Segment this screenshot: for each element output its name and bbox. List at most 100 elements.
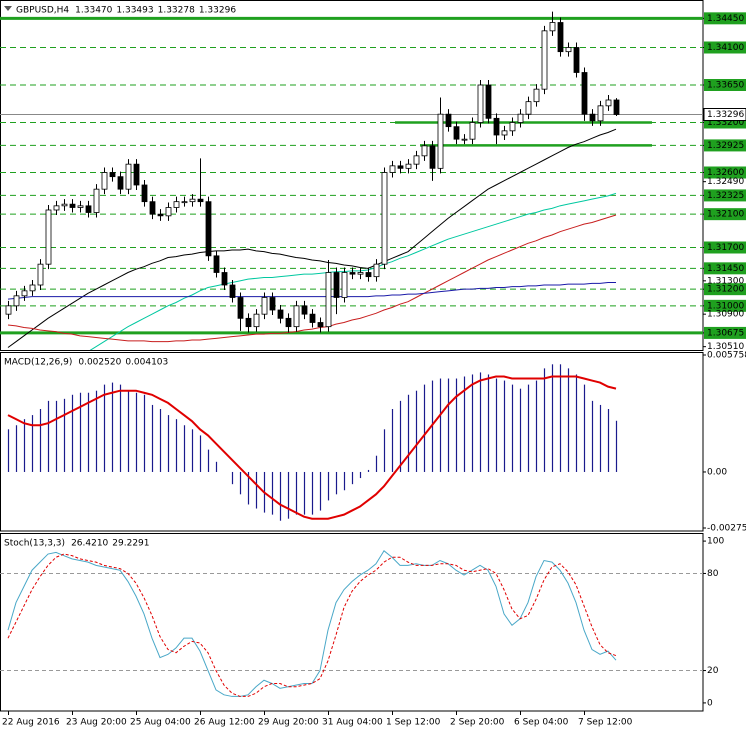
level-label-box (704, 139, 746, 152)
candle-body (485, 84, 492, 119)
moving-average (7, 128, 617, 348)
key-level-label-box (704, 12, 746, 25)
y-tick-label: 1.30510 (707, 342, 744, 352)
plot-area (0, 550, 703, 697)
candle-body (421, 145, 428, 157)
plot-area (7, 364, 618, 521)
candle-body (253, 313, 260, 328)
symbol-icon (4, 6, 12, 11)
candle-body (557, 22, 564, 53)
y-tick-label: 100 (707, 537, 724, 547)
y-tick-label: 20 (707, 666, 719, 676)
candle-body (581, 72, 588, 115)
key-level-label: 1.34450 (707, 14, 744, 24)
level-label-box (704, 79, 746, 91)
candle-body (13, 295, 20, 307)
candle-body (141, 184, 148, 203)
candle-body (397, 165, 404, 169)
candle-body (261, 297, 268, 315)
y-tick-label: 0.00 (707, 467, 727, 477)
x-tick-label: 7 Sep 12:00 (578, 718, 633, 728)
header-value: 1.33278 (158, 6, 195, 16)
level-label-box (704, 189, 746, 202)
level-label: 1.33650 (707, 81, 744, 91)
candle-body (277, 309, 284, 319)
header-value: 0.002520 (78, 358, 121, 368)
candle-body (5, 305, 12, 315)
candle-body (357, 272, 364, 275)
y-tick-label: 1.31300 (707, 276, 744, 286)
candle-body (29, 284, 36, 292)
x-tick-label: 6 Sep 04:00 (514, 718, 569, 728)
candle-body (37, 263, 44, 286)
candle-body (125, 163, 132, 190)
candle-body (53, 205, 60, 211)
candle-body (549, 22, 556, 32)
moving-average (89, 192, 617, 350)
level-label: 1.31200 (707, 285, 744, 295)
stoch-line (7, 553, 617, 697)
level-label-box (704, 208, 746, 221)
panel-title: GBPUSD,H4 (16, 6, 69, 16)
moving-average (7, 282, 616, 300)
candle-body (21, 290, 28, 297)
level-label: 1.32925 (707, 141, 744, 151)
candle-body (165, 207, 172, 217)
candle-body (477, 84, 484, 123)
candle-body (445, 113, 452, 128)
candle-body (149, 201, 156, 215)
macd-panel (0, 352, 704, 532)
candle-body (229, 284, 236, 298)
candle-body (213, 255, 220, 273)
x-tick-label: 26 Aug 12:00 (194, 718, 255, 728)
x-tick-label: 1 Sep 12:00 (386, 718, 441, 728)
level-label: 1.31450 (707, 264, 744, 274)
level-label-box (704, 262, 746, 275)
x-tick-label: 23 Aug 20:00 (66, 718, 127, 728)
candle-body (469, 122, 476, 140)
candle-body (381, 172, 388, 265)
candle-body (245, 317, 252, 328)
candle-body (285, 317, 292, 328)
candle-body (45, 209, 52, 265)
header-value: 29.2291 (112, 539, 149, 549)
signal-line (7, 375, 617, 520)
candle-body (189, 198, 196, 203)
level-label: 1.34100 (707, 43, 744, 53)
candle-body (589, 113, 596, 122)
candle-body (197, 198, 204, 203)
x-tick-label: 2 Sep 20:00 (450, 718, 505, 728)
y-tick-label: 1.30900 (707, 310, 744, 320)
header-value: 1.33493 (116, 6, 153, 16)
candle-body (405, 163, 412, 169)
candle-body (493, 117, 500, 136)
level-label-box (704, 166, 746, 179)
level-label-box (704, 241, 746, 254)
x-tick-label: 31 Aug 04:00 (322, 718, 383, 728)
stoch-line (7, 550, 617, 697)
candle-body (181, 201, 188, 204)
y-tick-label: -0.002758 (707, 524, 746, 534)
candle-body (237, 297, 244, 319)
x-tick-label: 25 Aug 04:00 (130, 718, 191, 728)
candle-body (565, 47, 572, 53)
plot-area (0, 11, 703, 350)
level-label: 1.32325 (707, 191, 744, 201)
header-value: 0.004103 (125, 358, 168, 368)
candle-body (373, 263, 380, 278)
candle-body (205, 201, 212, 257)
key-level-label-box (704, 326, 746, 339)
level-label-box (704, 41, 746, 54)
candle-body (389, 165, 396, 173)
candle-body (437, 113, 444, 169)
candle-body (605, 99, 612, 107)
candle-body (173, 201, 180, 208)
candle-body (117, 176, 124, 190)
candle-body (341, 272, 348, 298)
panel-title: MACD(12,26,9) (4, 358, 72, 368)
candle-body (573, 47, 580, 73)
candle-body (101, 172, 108, 190)
level-label: 1.31700 (707, 243, 744, 253)
candle-body (365, 272, 372, 278)
